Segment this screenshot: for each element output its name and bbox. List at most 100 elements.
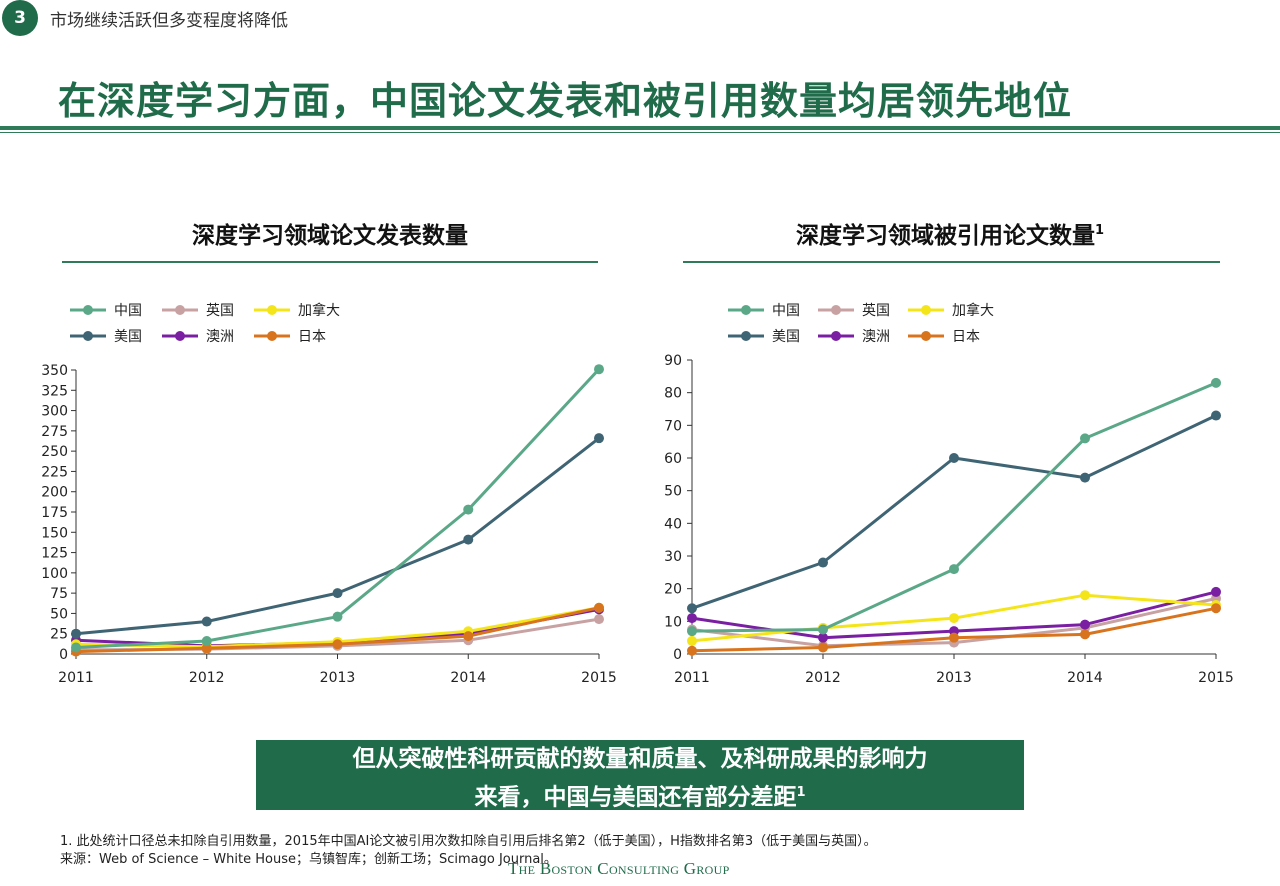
data-point-加拿大	[1080, 590, 1090, 601]
y-tick-label: 300	[41, 404, 68, 420]
bcg-logo: The Boston Consulting Group	[508, 859, 730, 878]
legend-label-英国: 英国	[206, 302, 234, 319]
section-title: 市场继续活跃但多变程度将降低	[50, 11, 288, 31]
x-tick-label: 2011	[674, 670, 710, 686]
series-line-中国	[75, 368, 601, 649]
y-tick-label: 50	[664, 484, 682, 500]
y-tick-label: 10	[664, 614, 682, 630]
data-point-中国	[1080, 433, 1090, 444]
legend-marker-澳洲	[175, 331, 185, 341]
x-tick-label: 2012	[189, 670, 225, 686]
legend-label-中国: 中国	[772, 303, 800, 319]
y-tick-label: 90	[664, 353, 682, 369]
data-point-加拿大	[687, 635, 697, 646]
y-tick-label: 175	[41, 505, 68, 521]
y-tick-label: 60	[664, 451, 682, 467]
legend-label-加拿大: 加拿大	[298, 302, 340, 319]
legend-label-美国: 美国	[114, 329, 142, 345]
legend-label-美国: 美国	[772, 329, 800, 345]
data-point-中国	[818, 624, 828, 635]
page-title: 在深度学习方面，中国论文发表和被引用数量均居领先地位	[58, 79, 1073, 123]
y-tick-label: 80	[664, 386, 682, 402]
title-divider-thin	[0, 132, 1280, 133]
legend-label-澳洲: 澳洲	[206, 329, 234, 345]
legend-marker-英国	[175, 305, 185, 315]
callout-box: 但从突破性科研贡献的数量和质量、及科研成果的影响力 来看，中国与美国还有部分差距…	[256, 740, 1024, 811]
series-line-中国	[691, 381, 1217, 633]
y-tick-label: 70	[664, 418, 682, 434]
data-point-中国	[201, 636, 212, 647]
data-point-日本	[332, 639, 343, 650]
footnote: 1. 此处统计口径总未扣除自引用数量，2015年中国AI论文被引用次数扣除自引用…	[60, 833, 877, 869]
section-number-badge: 3	[2, 0, 38, 36]
data-point-中国	[71, 642, 81, 653]
data-point-澳洲	[687, 613, 697, 624]
data-point-日本	[818, 642, 828, 653]
legend-marker-美国	[83, 331, 93, 341]
footnote-note-1: 1. 此处统计口径总未扣除自引用数量，2015年中国AI论文被引用次数扣除自引用…	[60, 834, 877, 849]
data-point-澳洲	[818, 632, 828, 643]
y-tick-label: 0	[59, 647, 68, 663]
callout-footnote-ref: 1	[796, 785, 806, 800]
data-point-澳洲	[1211, 586, 1221, 597]
y-tick-label: 20	[664, 582, 682, 598]
legend-marker-美国	[741, 331, 751, 341]
legend-marker-加拿大	[921, 305, 931, 315]
legend-marker-日本	[921, 331, 931, 341]
callout-line-2: 来看，中国与美国还有部分差距1	[256, 776, 1024, 815]
data-point-日本	[687, 645, 697, 656]
legend-marker-加拿大	[267, 305, 277, 315]
data-point-中国	[463, 504, 474, 515]
y-tick-label: 150	[41, 525, 68, 541]
data-point-澳洲	[1080, 619, 1090, 630]
chart-2-title-sup: 1	[1095, 223, 1104, 238]
y-tick-label: 125	[41, 546, 68, 562]
legend-marker-英国	[831, 305, 841, 315]
legend-label-澳洲: 澳洲	[862, 329, 890, 345]
data-point-美国	[463, 534, 474, 545]
data-point-中国	[332, 611, 343, 622]
y-tick-label: 25	[50, 627, 68, 643]
x-tick-label: 2015	[1198, 670, 1234, 686]
data-point-美国	[201, 616, 212, 627]
y-tick-label: 40	[664, 516, 682, 532]
y-tick-label: 325	[41, 383, 68, 399]
y-tick-label: 100	[41, 566, 68, 582]
data-point-中国	[1211, 377, 1221, 388]
callout-line-2-text: 来看，中国与美国还有部分差距	[474, 784, 797, 811]
y-tick-label: 200	[41, 485, 68, 501]
x-tick-label: 2012	[805, 670, 841, 686]
y-tick-label: 275	[41, 424, 68, 440]
data-point-美国	[687, 603, 697, 614]
legend-label-日本: 日本	[298, 329, 326, 345]
y-tick-label: 50	[50, 606, 68, 622]
legend-label-加拿大: 加拿大	[952, 302, 994, 319]
data-point-日本	[201, 643, 212, 654]
chart-2-title: 深度学习领域被引用论文数量1	[796, 222, 1104, 249]
data-point-中国	[687, 626, 697, 637]
data-point-日本	[463, 631, 474, 642]
data-point-美国	[949, 453, 959, 463]
footnote-source: 来源：Web of Science – White House；乌镇智库；创新工…	[60, 852, 557, 867]
x-tick-label: 2013	[320, 670, 356, 686]
x-tick-label: 2014	[450, 670, 486, 686]
legend-label-日本: 日本	[952, 329, 980, 345]
legend-marker-日本	[267, 331, 277, 341]
legend-label-英国: 英国	[862, 302, 890, 319]
data-point-日本	[1211, 603, 1221, 614]
title-divider	[0, 126, 1280, 130]
y-tick-label: 250	[41, 444, 68, 460]
chart-1-title: 深度学习领域论文发表数量	[192, 222, 468, 249]
data-point-美国	[818, 557, 828, 568]
y-tick-label: 225	[41, 464, 68, 480]
x-tick-label: 2013	[936, 670, 972, 686]
data-point-中国	[949, 564, 959, 575]
legend-marker-澳洲	[831, 331, 841, 341]
x-tick-label: 2015	[581, 670, 617, 686]
y-tick-label: 75	[50, 586, 68, 602]
x-tick-label: 2011	[58, 670, 94, 686]
y-tick-label: 0	[673, 647, 682, 663]
x-tick-label: 2014	[1067, 670, 1103, 686]
legend-marker-中国	[741, 305, 751, 315]
